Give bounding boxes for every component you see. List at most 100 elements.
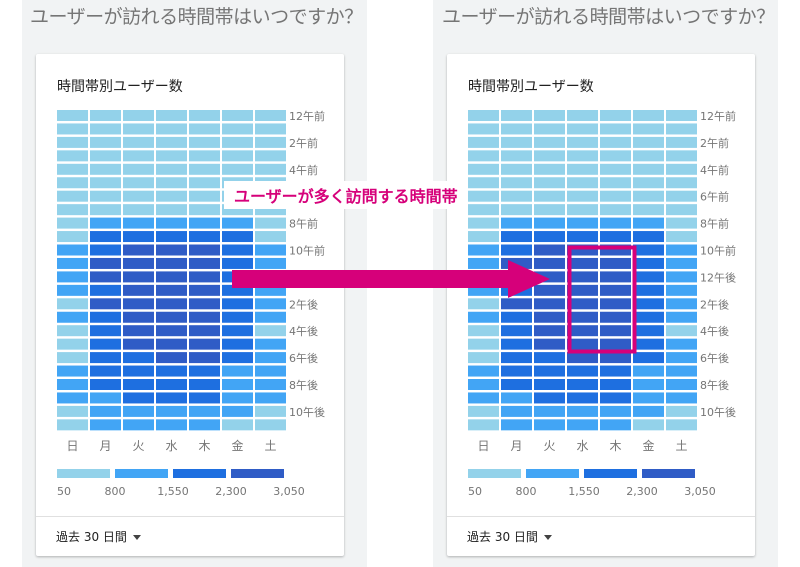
heatmap-cell [633,405,664,417]
legend-label: 2,300 [626,485,658,498]
heatmap-cell [468,311,499,323]
heatmap-cell [600,123,631,135]
heatmap-cell [255,405,286,417]
heatmap-cell [633,244,664,256]
heatmap-cell [501,365,532,377]
heatmap-cell [156,217,187,229]
heatmap-cell [123,110,154,121]
legend-label: 3,050 [684,485,716,498]
heatmap-cell [666,123,697,135]
heatmap-cell [600,150,631,162]
heatmap-cell [501,379,532,390]
heatmap-cell [501,177,532,189]
y-tick-label: 6午後 [700,351,729,365]
heatmap-cell [123,311,154,323]
heatmap-cell [156,392,187,404]
legend-swatch [526,469,579,478]
heatmap-cell [222,311,253,323]
legend-swatch [57,469,110,478]
legend-label: 1,550 [157,485,189,498]
heatmap-cell [156,325,187,337]
heatmap-cell [189,177,220,189]
heatmap-cell [189,257,220,269]
heatmap-cell [222,123,253,135]
heatmap-cell [567,338,598,350]
x-tick-label: 土 [265,439,277,453]
heatmap-cell [501,204,532,216]
heatmap-cell [534,177,565,189]
heatmap-cell [501,190,532,202]
heatmap-cell [468,231,499,243]
heatmap-cell [666,244,697,256]
heatmap-cell [468,244,499,256]
heatmap-cell [189,298,220,310]
heatmap-cell [123,298,154,310]
heatmap-cell [255,338,286,350]
heatmap-cell [600,110,631,121]
heatmap-cell [567,379,598,390]
date-range-label: 過去 30 日間 [56,530,127,544]
heatmap-cell [222,244,253,256]
heatmap-cell [156,177,187,189]
heatmap-cell [666,284,697,296]
heatmap-cell [222,405,253,417]
heatmap-cell [90,271,121,283]
heatmap-cell [189,150,220,162]
y-tick-label: 4午前 [700,163,729,177]
date-range-dropdown[interactable]: 過去 30 日間 [56,528,141,545]
heatmap-cell [222,379,253,390]
y-tick-label: 2午後 [289,297,318,311]
heatmap-cell [222,419,253,431]
heatmap-cell [468,110,499,121]
heatmap-cell [255,365,286,377]
heatmap-cell [666,392,697,404]
heatmap-cell [90,325,121,337]
heatmap-cell [468,405,499,417]
heatmap-cell [222,231,253,243]
heatmap-cell [600,311,631,323]
heatmap-cell [633,257,664,269]
heatmap-cell [123,419,154,431]
date-range-dropdown[interactable]: 過去 30 日間 [467,528,552,545]
heatmap-cell [222,338,253,350]
heatmap-cell [57,244,88,256]
heatmap-cell [600,136,631,148]
heatmap-cell [90,177,121,189]
heatmap-cell [90,379,121,390]
heatmap-cell [633,190,664,202]
heatmap-cell [189,231,220,243]
y-tick-label: 10午前 [700,244,736,258]
heatmap-cell [666,190,697,202]
heatmap-cell [468,338,499,350]
heatmap-cell [666,325,697,337]
heatmap-cell [468,298,499,310]
heatmap-cell [534,231,565,243]
y-tick-label: 12午前 [289,109,325,123]
heatmap-cell [189,136,220,148]
x-tick-label: 金 [232,438,244,453]
heatmap-cell [600,298,631,310]
heatmap-cell [633,163,664,175]
heatmap-cell [222,257,253,269]
heatmap-cell [534,217,565,229]
x-tick-label: 日 [67,439,79,453]
heatmap-cell [666,419,697,431]
heatmap-cell [57,150,88,162]
heatmap-cell [222,150,253,162]
caret-down-icon [132,535,141,540]
heatmap-cell [90,110,121,121]
heatmap-cell [255,325,286,337]
heatmap-cell [600,379,631,390]
legend-label: 3,050 [273,485,305,498]
legend-label: 1,550 [568,485,600,498]
y-tick-label: 4午後 [700,324,729,338]
heatmap-cell [666,257,697,269]
heatmap-cell [123,217,154,229]
heatmap-cell [633,136,664,148]
legend-label: 50 [57,485,71,498]
heatmap-cell [156,352,187,364]
heatmap-cell [123,271,154,283]
x-tick-label: 火 [133,439,145,453]
heatmap-cell [633,217,664,229]
heatmap-cell [57,190,88,202]
